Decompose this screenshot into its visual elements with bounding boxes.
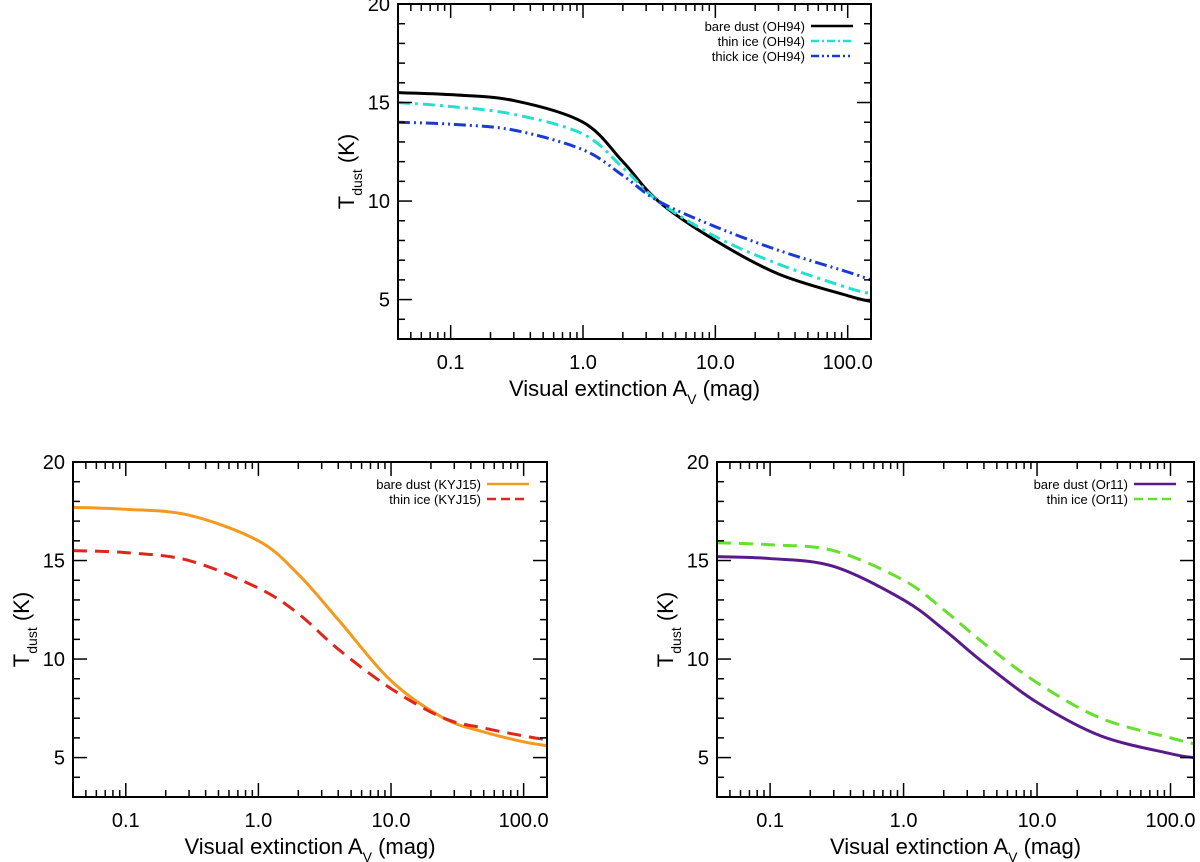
x-tick-label: 10.0 [1018,810,1057,832]
chart-panel-bottom-left: 0.1 1.0 10.0 100.0 5 10 15 20 Visual extinction … [9,452,549,862]
y-axis-label-sub: dust [24,627,40,654]
y-axis-label: Tdust (K) [9,592,40,667]
legend-label-1: thin ice (KYJ15) [389,492,481,507]
chart-panel-top: 0.1 1.0 10.0 100.0 5 10 15 20 Visual extinction … [334,0,873,407]
x-tick-label: 0.1 [756,810,784,832]
x-axis-label-main: Visual extinction A [184,834,362,859]
legend-label-0: bare dust (OH94) [705,19,805,34]
y-tick-label: 20 [687,452,709,474]
y-tick-label: 10 [687,649,709,671]
y-tick-label: 5 [698,748,709,770]
legend-label-1: thin ice (OH94) [718,34,805,49]
series-line-1 [398,101,871,296]
x-tick-label: 10.0 [372,810,411,832]
y-tick-label: 15 [687,551,709,573]
x-axis-label-sub: V [687,391,697,407]
x-tick-label: 1.0 [890,810,918,832]
y-axis-label-suffix: (K) [653,592,678,627]
y-tick-label: 10 [43,649,65,671]
legend-label-2: thick ice (OH94) [712,49,805,64]
series-line-2 [398,120,871,282]
y-axis-label-main: T [9,654,34,667]
x-axis-label: Visual extinction AV (mag) [830,834,1081,862]
y-tick-label: 5 [54,748,65,770]
series-line-1 [73,549,547,742]
x-axis-label-main: Visual extinction A [830,834,1008,859]
y-axis-label-main: T [334,196,359,209]
x-tick-label: 10.0 [696,352,735,374]
y-axis-label-sub: dust [349,169,365,196]
y-tick-label: 5 [379,290,390,312]
y-axis-label-suffix: (K) [9,592,34,627]
y-axis-label-main: T [653,654,678,667]
y-axis-label: Tdust (K) [653,592,684,667]
series-line-0 [717,555,1194,760]
legend-label-1: thin ice (Or11) [1047,492,1128,507]
x-axis-label-sub: V [363,849,373,862]
y-tick-label: 20 [368,0,390,16]
x-tick-label: 100.0 [823,352,873,374]
y-tick-label: 15 [368,93,390,115]
chart-panel-bottom-right: 0.1 1.0 10.0 100.0 5 10 15 20 Visual extinction … [653,452,1196,862]
x-tick-label: 100.0 [1145,810,1195,832]
y-axis-label-sub: dust [668,627,684,654]
series-line-1 [717,541,1194,746]
legend-label-0: bare dust (Or11) [1034,477,1128,492]
x-axis-label-suffix: (mag) [372,834,436,859]
plot-frame [72,461,548,798]
series-line-0 [398,91,871,304]
y-tick-label: 20 [43,452,65,474]
y-axis-label-suffix: (K) [334,134,359,169]
x-axis-label-main: Visual extinction A [509,376,687,401]
x-axis-label-sub: V [1008,849,1018,862]
x-tick-label: 1.0 [244,810,272,832]
y-tick-label: 10 [368,191,390,213]
x-axis-label-suffix: (mag) [696,376,760,401]
y-axis-label: Tdust (K) [334,134,365,209]
x-axis-label: Visual extinction AV (mag) [509,376,760,407]
x-tick-label: 0.1 [437,352,465,374]
x-axis-label-suffix: (mag) [1017,834,1081,859]
x-axis-label: Visual extinction AV (mag) [184,834,435,862]
y-tick-label: 15 [43,551,65,573]
plot-frame [716,461,1195,798]
x-tick-label: 1.0 [569,352,597,374]
legend-label-0: bare dust (KYJ15) [376,477,481,492]
plot-frame [397,3,872,340]
x-tick-label: 100.0 [499,810,549,832]
x-tick-label: 0.1 [112,810,140,832]
series-line-0 [73,505,547,748]
